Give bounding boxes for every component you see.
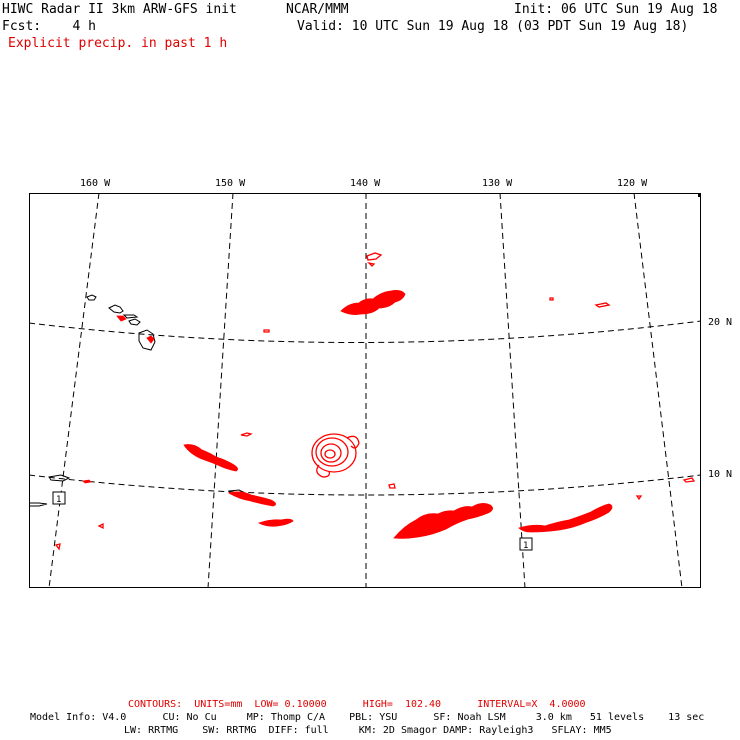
forecast-hour: Fcst: 4 h	[2, 19, 96, 34]
valid-time: Valid: 10 UTC Sun 19 Aug 18 (03 PDT Sun …	[297, 19, 689, 34]
meridian-130w	[499, 193, 526, 588]
precip-cell-north2	[367, 261, 376, 267]
precip-hawaii-3	[82, 479, 92, 484]
station-marker-west	[52, 491, 66, 505]
precip-hawaii-2	[146, 335, 155, 344]
precip-band-sw	[227, 491, 276, 507]
parallel-20n	[29, 320, 701, 343]
meridian-150w	[207, 193, 234, 588]
island-molokai	[122, 314, 139, 319]
precip-band-southeast	[518, 503, 613, 533]
station-marker-west-label: 1	[56, 495, 61, 505]
precip-cell-ne	[594, 302, 611, 308]
model-info-line1: Model Info: V4.0 CU: No Cu MP: Thomp C/A…	[30, 712, 705, 723]
field-description: Explicit precip. in past 1 h	[8, 36, 228, 51]
precip-dot-center2	[240, 432, 253, 437]
small-coast-west-10n	[48, 474, 71, 482]
precip-east-dot2	[682, 477, 696, 483]
precip-filled	[82, 290, 613, 539]
precip-sw-dot2	[54, 543, 61, 551]
precip-east-dot	[635, 495, 643, 501]
graticule	[29, 193, 701, 588]
lat-label-10n: 10 N	[708, 469, 733, 480]
precip-dot-ne	[549, 297, 554, 301]
precip-band-north	[340, 290, 406, 315]
organization-label: NCAR/MMM	[286, 2, 349, 17]
precip-dot-center	[263, 329, 270, 333]
station-markers	[52, 491, 533, 551]
precip-center-dot	[388, 483, 396, 489]
lon-label-160w: 160 W	[80, 178, 111, 189]
precip-cell-north	[366, 252, 383, 261]
precip-sw-dot	[97, 522, 104, 530]
map-frame	[29, 193, 701, 588]
island-big-island	[138, 329, 156, 351]
precip-band-south	[393, 503, 493, 539]
station-marker-south-label: 1	[523, 541, 528, 551]
parallel-10n	[29, 474, 701, 496]
precip-hawaii-1	[116, 315, 127, 322]
model-info-line2: LW: RRTMG SW: RRTMG DIFF: full KM: 2D Sm…	[124, 725, 612, 736]
island-kauai	[86, 294, 97, 301]
lon-label-130w: 130 W	[482, 178, 513, 189]
lat-label-20n: 20 N	[708, 317, 733, 328]
map-panel: 1 1	[29, 193, 701, 588]
init-time: Init: 06 UTC Sun 19 Aug 18	[514, 2, 718, 17]
hurricane-precip	[311, 433, 360, 478]
lon-label-140w: 140 W	[350, 178, 381, 189]
precip-contours	[54, 252, 696, 551]
frame-corner-tick	[698, 193, 701, 197]
precip-band-sw2	[257, 518, 294, 527]
station-marker-south	[519, 537, 533, 551]
lon-label-120w: 120 W	[617, 178, 648, 189]
precip-band-west	[183, 444, 238, 472]
island-maui	[128, 318, 141, 326]
plot-title: HIWC Radar II 3km ARW-GFS init	[2, 2, 237, 17]
contour-info: CONTOURS: UNITS=mm LOW= 0.10000 HIGH= 10…	[128, 699, 586, 710]
meridian-120w	[633, 193, 683, 588]
lon-label-150w: 150 W	[215, 178, 246, 189]
meridian-160w	[48, 193, 100, 588]
island-oahu	[108, 304, 124, 314]
small-coast-left	[29, 502, 48, 507]
